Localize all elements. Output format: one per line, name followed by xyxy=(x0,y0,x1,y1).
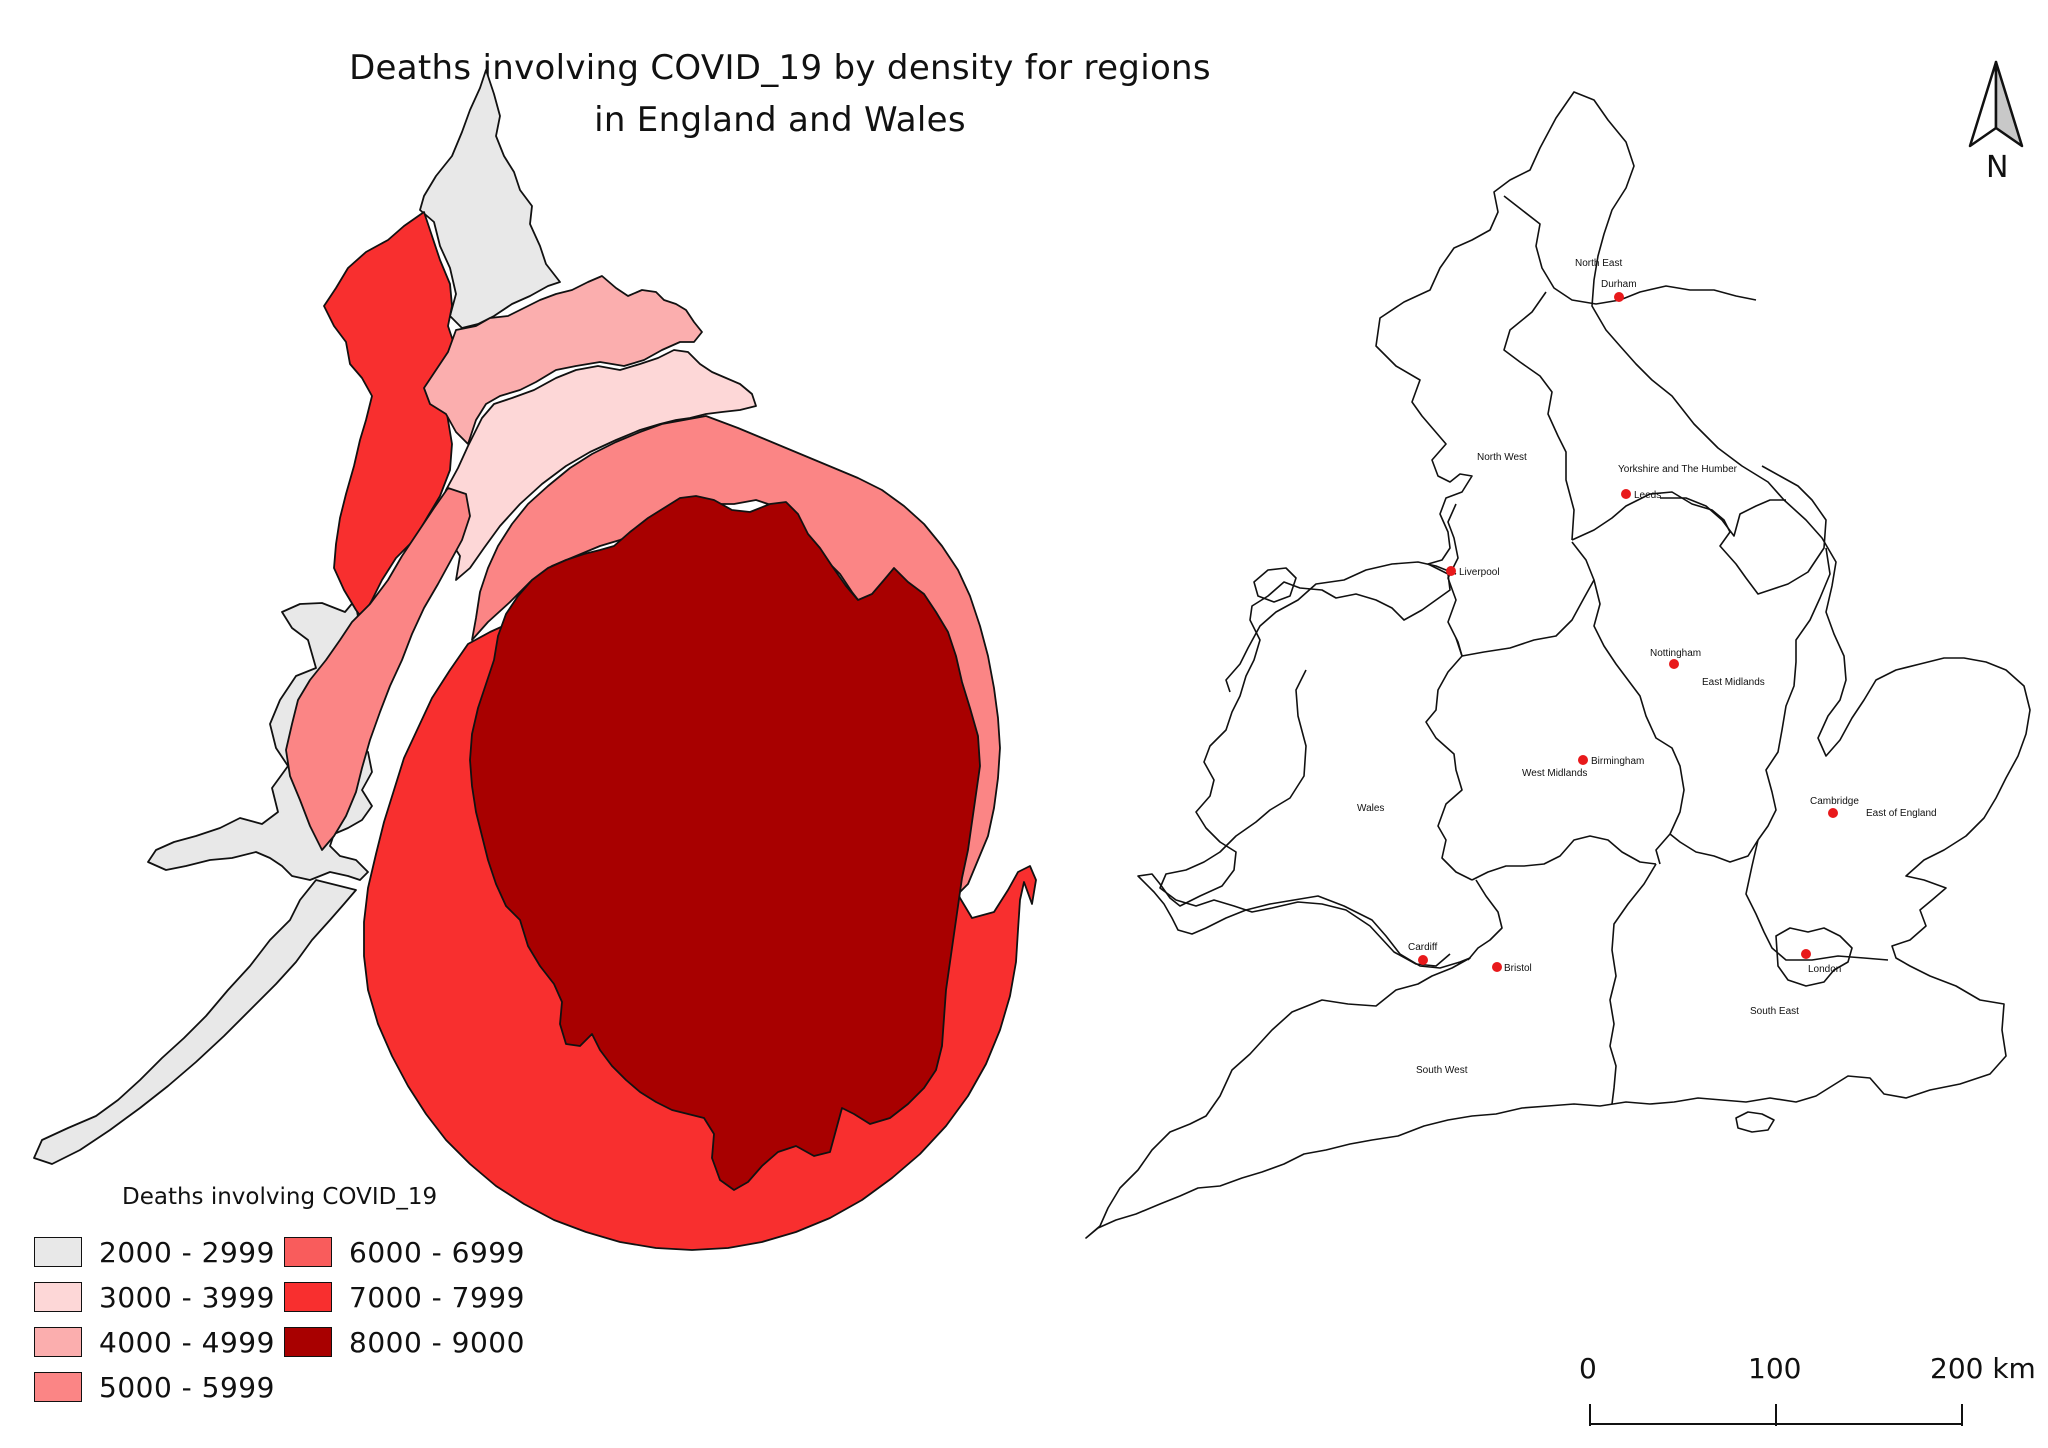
boundary-south-west-wales-estuary xyxy=(1467,879,1503,961)
legend-item: 3000 - 3999 xyxy=(34,1280,284,1314)
region-label-west-midlands: West Midlands xyxy=(1522,768,1587,779)
boundary-west-midlands-south-west xyxy=(1471,835,1657,881)
city-label-nottingham: Nottingham xyxy=(1650,648,1701,659)
scale-label-100: 100 xyxy=(1748,1352,1802,1385)
legend-swatch xyxy=(34,1282,82,1312)
city-marker-cambridge xyxy=(1828,808,1838,818)
legend-swatch xyxy=(34,1327,82,1357)
city-label-durham: Durham xyxy=(1601,279,1637,290)
north-arrow-label: N xyxy=(1986,150,2009,185)
wales-coast-south xyxy=(1159,669,1451,967)
legend-item: 8000 - 9000 xyxy=(284,1325,534,1359)
map-title: Deaths involving COVID_19 by density for… xyxy=(0,42,1560,146)
city-marker-durham xyxy=(1614,292,1624,302)
city-marker-leeds xyxy=(1621,489,1631,499)
city-marker-nottingham xyxy=(1669,659,1679,669)
north-arrow-icon xyxy=(1968,60,2024,148)
boundary-north-west-west-midlands xyxy=(1447,503,1595,657)
scale-label-200: 200 km xyxy=(1930,1352,2036,1385)
map-title-line-1: Deaths involving COVID_19 by density for… xyxy=(349,48,1211,88)
city-marker-london xyxy=(1801,949,1811,959)
anglesey xyxy=(1253,567,1297,603)
city-label-bristol: Bristol xyxy=(1504,963,1532,974)
map-labels: North East North West Yorkshire and The … xyxy=(1357,258,1937,1076)
cartogram-region-south-west xyxy=(285,487,471,851)
legend-label: 5000 - 5999 xyxy=(99,1370,275,1404)
boundary-east-midlands-west-midlands xyxy=(1593,579,1685,865)
city-markers xyxy=(1418,292,1838,972)
legend-label: 8000 - 9000 xyxy=(349,1325,525,1359)
legend-label: 3000 - 3999 xyxy=(99,1280,275,1314)
isle-of-wight xyxy=(1735,1111,1775,1133)
boundary-north-east-north-west xyxy=(1503,195,1757,305)
region-label-north-west: North West xyxy=(1477,452,1527,463)
legend-swatch xyxy=(284,1237,332,1267)
region-label-east-midlands: East Midlands xyxy=(1702,677,1765,688)
legend-label: 2000 - 2999 xyxy=(99,1235,275,1269)
reference-map xyxy=(1085,91,2031,1239)
legend-title: Deaths involving COVID_19 xyxy=(122,1184,438,1210)
humber-estuary xyxy=(1660,497,1786,537)
legend-item: 5000 - 5999 xyxy=(34,1370,284,1404)
legend-swatch xyxy=(284,1282,332,1312)
coastline-outline xyxy=(1085,91,2031,1239)
city-label-leeds: Leeds xyxy=(1634,490,1661,501)
city-marker-birmingham xyxy=(1578,755,1588,765)
wales-coast xyxy=(1225,561,1457,693)
city-label-birmingham: Birmingham xyxy=(1591,756,1644,767)
legend-label: 6000 - 6999 xyxy=(349,1235,525,1269)
legend-swatch xyxy=(284,1327,332,1357)
legend-item: 4000 - 4999 xyxy=(34,1325,284,1359)
legend-swatch xyxy=(34,1372,82,1402)
boundary-yorkshire-east-midlands xyxy=(1571,465,1827,595)
legend-label: 7000 - 7999 xyxy=(349,1280,525,1314)
cartogram-region-london xyxy=(469,495,981,1191)
city-label-liverpool: Liverpool xyxy=(1459,567,1500,578)
boundary-east-midlands-east-of-england xyxy=(1669,547,1831,863)
scale-bar xyxy=(1589,1404,1963,1426)
city-label-london: London xyxy=(1808,964,1841,975)
boundary-north-west-yorkshire xyxy=(1503,291,1575,541)
legend-item: 6000 - 6999 xyxy=(284,1235,534,1269)
legend-item: 7000 - 7999 xyxy=(284,1280,534,1314)
region-label-north-east: North East xyxy=(1575,258,1622,269)
map-title-line-2: in England and Wales xyxy=(594,100,966,140)
cartogram-region-yorkshire xyxy=(423,275,703,445)
city-marker-liverpool xyxy=(1446,566,1456,576)
city-label-cambridge: Cambridge xyxy=(1810,796,1859,807)
cartogram-region-north-east xyxy=(419,69,561,329)
boundary-london xyxy=(1775,927,1853,987)
city-label-cardiff: Cardiff xyxy=(1408,942,1437,953)
boundary-west-midlands-wales xyxy=(1425,637,1473,881)
region-label-wales: Wales xyxy=(1357,803,1384,814)
boundary-east-of-england-south-east xyxy=(1745,839,1889,961)
scale-label-0: 0 xyxy=(1579,1352,1597,1385)
cartogram xyxy=(33,69,1037,1251)
city-marker-cardiff xyxy=(1418,955,1428,965)
region-label-south-east: South East xyxy=(1750,1006,1799,1017)
cartogram-region-west-midlands xyxy=(437,349,757,581)
region-label-east-of-england: East of England xyxy=(1866,808,1937,819)
legend-label: 4000 - 4999 xyxy=(99,1325,275,1359)
legend-item: 2000 - 2999 xyxy=(34,1235,284,1269)
region-label-south-west: South West xyxy=(1416,1065,1468,1076)
city-marker-bristol xyxy=(1492,962,1502,972)
region-label-yorkshire: Yorkshire and The Humber xyxy=(1618,464,1738,475)
boundary-south-west-south-east xyxy=(1609,863,1657,1105)
legend: Deaths involving COVID_19 2000 - 2999 60… xyxy=(34,1184,554,1404)
legend-swatch xyxy=(34,1237,82,1267)
legend-grid: 2000 - 2999 6000 - 6999 3000 - 3999 7000… xyxy=(34,1235,554,1404)
